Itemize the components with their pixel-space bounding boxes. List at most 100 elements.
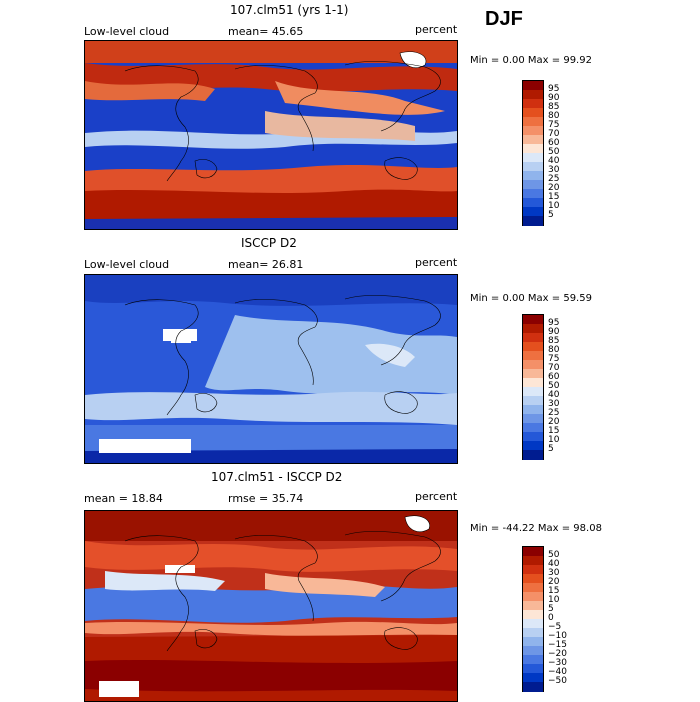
colorbar-swatch xyxy=(523,637,543,647)
panel-3-map xyxy=(84,510,458,702)
panel-1-title: 107.clm51 (yrs 1-1) xyxy=(230,3,349,17)
colorbar-swatch xyxy=(523,180,543,190)
panel-2-map xyxy=(84,274,458,464)
panel-3-units-label: percent xyxy=(415,490,458,503)
colorbar-tick-label: 75 xyxy=(548,354,560,364)
colorbar-swatch xyxy=(523,162,543,172)
colorbar-swatch xyxy=(523,315,543,325)
panel-1-mean-label: mean= 45.65 xyxy=(228,25,304,38)
colorbar-swatch xyxy=(523,99,543,109)
panel-1-map xyxy=(84,40,458,230)
colorbar-tick-label: 85 xyxy=(548,102,560,112)
colorbar-tick-label: −30 xyxy=(548,658,567,668)
colorbar-tick-label: 15 xyxy=(548,586,560,596)
colorbar-swatch xyxy=(523,682,543,692)
colorbar-tick-label: 25 xyxy=(548,174,560,184)
colorbar-swatch xyxy=(523,610,543,620)
season-label: DJF xyxy=(485,8,523,30)
colorbar-tick-label: 40 xyxy=(548,156,560,166)
colorbar-swatch xyxy=(523,565,543,575)
panel-3-mean-label: mean = 18.84 xyxy=(84,492,163,505)
colorbar-swatch xyxy=(523,450,543,460)
colorbar-tick-label: −10 xyxy=(548,631,567,641)
colorbar-tick-label: 80 xyxy=(548,111,560,121)
colorbar-swatch xyxy=(523,432,543,442)
colorbar-tick-label: 0 xyxy=(548,613,554,623)
colorbar-tick-label: 15 xyxy=(548,192,560,202)
colorbar-tick-label: 50 xyxy=(548,381,560,391)
panel-1-units-label: percent xyxy=(415,23,458,36)
colorbar-tick-label: 60 xyxy=(548,138,560,148)
colorbar-swatch xyxy=(523,673,543,683)
panel-3-min-max: Min = -44.22 Max = 98.08 xyxy=(470,523,602,534)
colorbar-tick-label: 25 xyxy=(548,408,560,418)
colorbar-swatch xyxy=(523,396,543,406)
colorbar-swatch xyxy=(523,592,543,602)
colorbar-swatch xyxy=(523,108,543,118)
colorbar-swatch xyxy=(523,405,543,415)
colorbar-swatch xyxy=(523,126,543,136)
colorbar-tick-label: 75 xyxy=(548,120,560,130)
colorbar-swatch xyxy=(523,171,543,181)
colorbar-tick-label: 90 xyxy=(548,327,560,337)
colorbar-swatch xyxy=(523,81,543,91)
colorbar-swatch xyxy=(523,90,543,100)
panel-2-units-label: percent xyxy=(415,256,458,269)
colorbar-tick-label: 15 xyxy=(548,426,560,436)
colorbar-swatch xyxy=(523,646,543,656)
colorbar-swatch xyxy=(523,117,543,127)
colorbar-swatch xyxy=(523,342,543,352)
panel-2-colorbar: 95 90 85 80 75 70 60 50 40 30 25 20 15 10 5 xyxy=(522,314,559,460)
colorbar-swatch xyxy=(523,583,543,593)
colorbar-swatch xyxy=(523,441,543,451)
colorbar-tick-label: 60 xyxy=(548,372,560,382)
colorbar-tick-label: −50 xyxy=(548,676,567,686)
panel-3-rmse-label: rmse = 35.74 xyxy=(228,492,304,505)
colorbar-swatch xyxy=(523,574,543,584)
panel-1-colorbar: 95 90 85 80 75 70 60 50 40 30 25 20 15 10 5 xyxy=(522,80,559,226)
colorbar-swatch xyxy=(523,207,543,217)
colorbar-tick-label: 40 xyxy=(548,559,560,569)
colorbar-swatch xyxy=(523,619,543,629)
colorbar-tick-label: 5 xyxy=(548,444,554,454)
colorbar-tick-label: 50 xyxy=(548,550,560,560)
colorbar-tick-label: −40 xyxy=(548,667,567,677)
colorbar-swatch xyxy=(523,216,543,226)
colorbar-swatch xyxy=(523,153,543,163)
colorbar-tick-label: −5 xyxy=(548,622,562,632)
colorbar-swatch xyxy=(523,189,543,199)
colorbar-tick-label: 20 xyxy=(548,577,560,587)
colorbar-tick-label: 20 xyxy=(548,417,560,427)
colorbar-tick-label: 5 xyxy=(548,604,554,614)
colorbar-swatch xyxy=(523,333,543,343)
panel-1-min-max: Min = 0.00 Max = 99.92 xyxy=(470,55,592,66)
colorbar-tick-label: 95 xyxy=(548,318,560,328)
colorbar-swatch xyxy=(523,423,543,433)
colorbar-tick-label: 90 xyxy=(548,93,560,103)
panel-2-title: ISCCP D2 xyxy=(241,236,297,250)
colorbar-swatch xyxy=(523,369,543,379)
panel-2-variable-label: Low-level cloud xyxy=(84,258,170,271)
colorbar-swatch xyxy=(523,144,543,154)
colorbar-swatch xyxy=(523,360,543,370)
colorbar-swatch xyxy=(523,198,543,208)
colorbar-tick-label: 30 xyxy=(548,399,560,409)
colorbar-swatch xyxy=(523,135,543,145)
colorbar-swatch xyxy=(523,547,543,557)
colorbar-tick-label: 30 xyxy=(548,165,560,175)
colorbar-tick-label: 10 xyxy=(548,595,560,605)
colorbar-swatch xyxy=(523,664,543,674)
colorbar-tick-label: 70 xyxy=(548,129,560,139)
panel-3-colorbar: 50 40 30 20 15 10 5 0 −5 −10 −15 −20 −30 −40 −50 xyxy=(522,546,567,692)
colorbar-tick-label: 10 xyxy=(548,201,560,211)
panel-2-min-max: Min = 0.00 Max = 59.59 xyxy=(470,293,592,304)
colorbar-swatch xyxy=(523,628,543,638)
colorbar-tick-label: 95 xyxy=(548,84,560,94)
panel-1-variable-label: Low-level cloud xyxy=(84,25,170,38)
panel-2-mean-label: mean= 26.81 xyxy=(228,258,304,271)
colorbar-tick-label: −15 xyxy=(548,640,567,650)
colorbar-swatch xyxy=(523,556,543,566)
colorbar-tick-label: 40 xyxy=(548,390,560,400)
colorbar-tick-label: 80 xyxy=(548,345,560,355)
colorbar-swatch xyxy=(523,387,543,397)
